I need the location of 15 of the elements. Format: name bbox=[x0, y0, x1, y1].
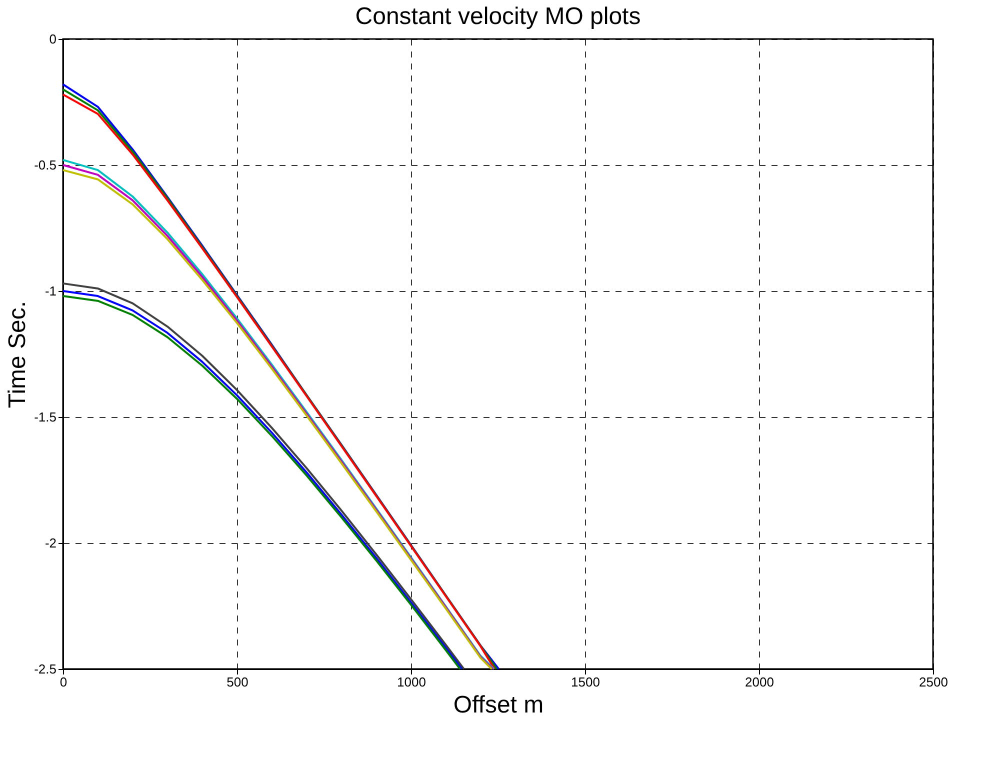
y-tick-label: 0 bbox=[49, 32, 56, 46]
x-tick-label: 1000 bbox=[397, 674, 426, 690]
x-tick-label: 2500 bbox=[919, 674, 948, 690]
x-axis-title: Offset m bbox=[453, 692, 544, 718]
y-tick-label: -1 bbox=[44, 284, 56, 298]
chart-title: Constant velocity MO plots bbox=[355, 3, 641, 30]
y-tick-label: -0.5 bbox=[34, 158, 56, 172]
y-tick-label: -2.5 bbox=[34, 662, 56, 676]
y-axis-title: Time Sec. bbox=[4, 300, 32, 408]
y-tick-label: -2 bbox=[44, 536, 56, 550]
x-tick-label: 1500 bbox=[571, 674, 600, 690]
x-tick-label: 2000 bbox=[745, 674, 774, 690]
y-tick-label: -1.5 bbox=[34, 410, 56, 424]
x-tick-label: 0 bbox=[60, 674, 68, 690]
x-tick-label: 500 bbox=[226, 674, 248, 690]
